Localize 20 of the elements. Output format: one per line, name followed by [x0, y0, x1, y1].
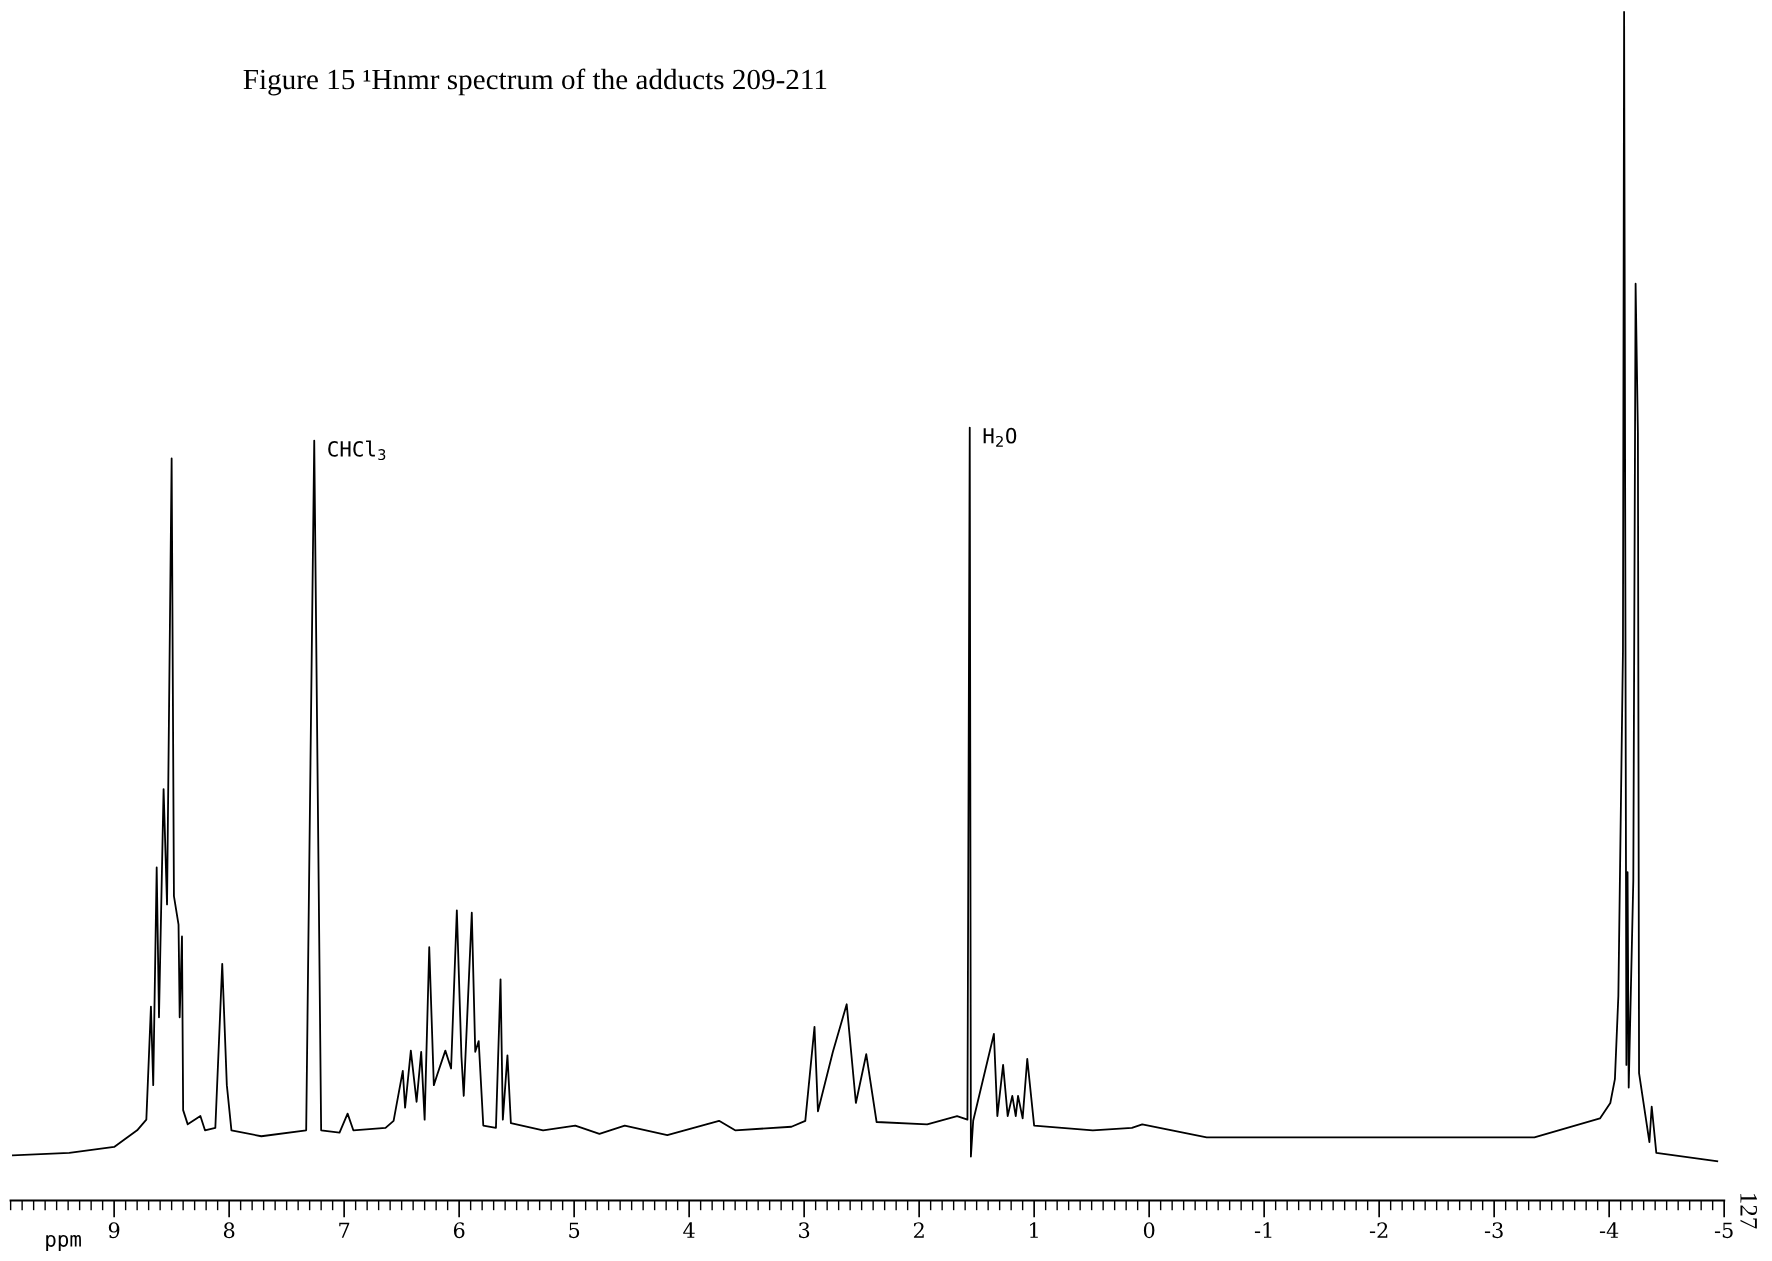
x-tick-label: 5: [569, 1222, 580, 1239]
x-tick-label: 8: [223, 1222, 235, 1239]
x-tick-label: -3: [1484, 1222, 1503, 1239]
annotation: H$_{2}$O: [983, 427, 1017, 447]
x-tick-label: -5: [1714, 1222, 1733, 1239]
x-tick-label: 3: [799, 1222, 810, 1239]
x-tick-label: 0: [1143, 1222, 1155, 1239]
x-tick-label: 9: [108, 1222, 120, 1239]
x-tick-label: 2: [913, 1222, 924, 1238]
x-tick-label: 7: [339, 1222, 350, 1238]
x-tick-label: -2: [1369, 1222, 1388, 1238]
x-axis-title: ppm: [46, 1234, 81, 1251]
x-tick-label: -1: [1254, 1222, 1272, 1238]
x-tick-label: 1: [1030, 1222, 1038, 1238]
x-tick-label: 6: [453, 1222, 465, 1239]
x-tick-label: 4: [683, 1222, 695, 1238]
text: Figure 15 ¹Hnmr spectrum of the adducts 209-211: [243, 68, 827, 96]
x-tick-label: -4: [1599, 1222, 1619, 1238]
text: 127: [1740, 1194, 1758, 1229]
annotation: CHCl$_{3}$: [328, 440, 386, 461]
